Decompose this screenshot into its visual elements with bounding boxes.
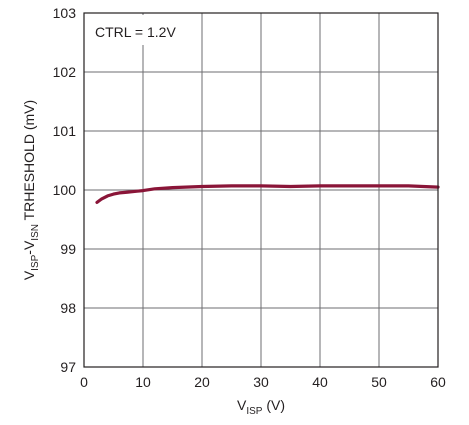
y-axis-label-sub1: ISP bbox=[30, 254, 41, 270]
x-tick-label: 60 bbox=[430, 374, 446, 390]
x-tick-label: 30 bbox=[253, 374, 269, 390]
y-tick-label: 98 bbox=[60, 300, 76, 316]
y-axis-label-v1: V bbox=[21, 270, 37, 280]
y-tick-labels: 97 98 99 100 101 102 103 bbox=[53, 5, 77, 375]
plot-frame bbox=[83, 12, 439, 368]
y-tick-label: 97 bbox=[60, 359, 76, 375]
x-axis-label: VISP (V) bbox=[237, 397, 285, 417]
y-axis-label: VISP-VISN TRHESHOLD (mV) bbox=[21, 100, 41, 280]
y-tick-label: 99 bbox=[60, 241, 76, 257]
y-axis-label-v2: -V bbox=[21, 240, 37, 255]
y-axis-label-sub2: ISN bbox=[30, 224, 41, 241]
x-tick-labels: 0 10 20 30 40 50 60 bbox=[80, 374, 446, 390]
y-tick-label: 101 bbox=[53, 123, 77, 139]
annotation-ctrl: CTRL = 1.2V bbox=[95, 24, 176, 40]
x-axis-label-unit: (V) bbox=[262, 397, 285, 413]
x-tick-label: 40 bbox=[312, 374, 328, 390]
x-tick-label: 50 bbox=[371, 374, 387, 390]
annotation-box: CTRL = 1.2V bbox=[86, 15, 200, 45]
series-line bbox=[95, 184, 440, 204]
y-tick-label: 103 bbox=[53, 5, 77, 21]
x-axis-label-sub: ISP bbox=[246, 406, 262, 417]
y-axis-label-rest: TRHESHOLD (mV) bbox=[21, 100, 37, 224]
series-layer bbox=[95, 184, 440, 204]
x-tick-label: 10 bbox=[135, 374, 151, 390]
y-tick-label: 102 bbox=[53, 64, 77, 80]
x-tick-label: 20 bbox=[194, 374, 210, 390]
y-tick-label: 100 bbox=[53, 182, 77, 198]
grid bbox=[84, 13, 438, 367]
x-tick-label: 0 bbox=[80, 374, 88, 390]
x-axis-label-main: V bbox=[237, 397, 247, 413]
